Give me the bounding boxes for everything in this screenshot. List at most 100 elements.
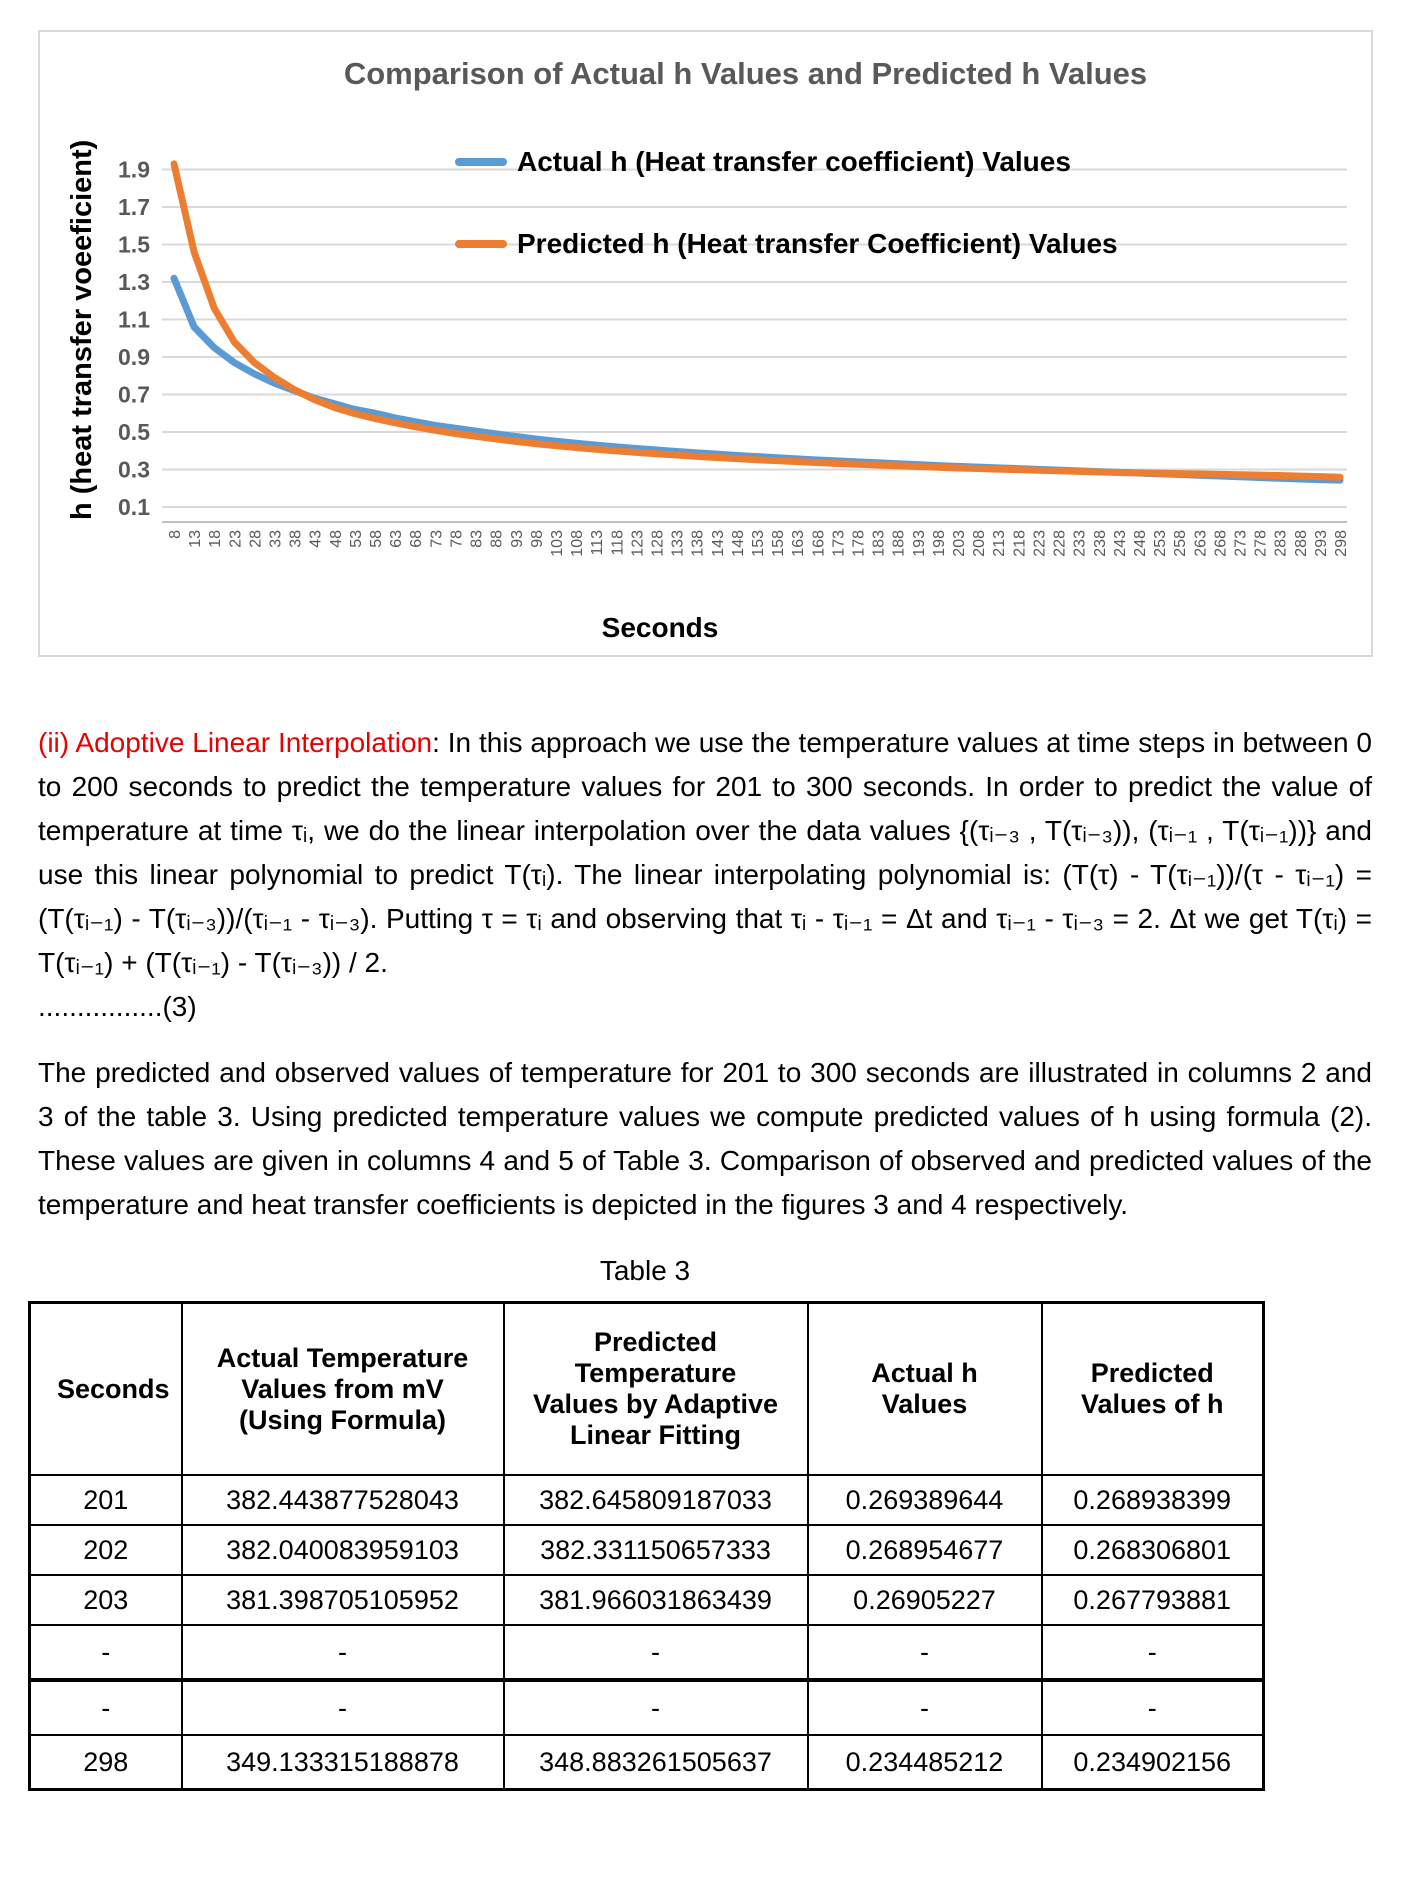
table-cell: 382.040083959103 <box>180 1524 505 1576</box>
y-tick-label: 0.9 <box>118 344 150 370</box>
table-cell: 0.234902156 <box>1040 1734 1265 1791</box>
table-cell: 0.267793881 <box>1040 1574 1265 1626</box>
paragraph-body: : In this approach we use the temperatur… <box>38 727 1372 978</box>
y-tick-label: 0.3 <box>118 457 150 483</box>
table-cell: - <box>180 1678 505 1736</box>
table-cell: - <box>806 1624 1043 1681</box>
x-tick-label: 43 <box>308 530 325 548</box>
header-seconds: Seconds <box>28 1301 183 1476</box>
y-tick-label: 1.3 <box>118 269 150 295</box>
x-tick-label: 208 <box>971 530 988 557</box>
table-cell: 382.331150657333 <box>502 1524 809 1576</box>
predicted-h-series-line <box>170 160 1344 481</box>
table-cell: - <box>1040 1624 1265 1681</box>
x-tick-label: 23 <box>227 530 244 548</box>
table-cell: 0.234485212 <box>806 1734 1043 1791</box>
table-cell: 381.966031863439 <box>502 1574 809 1626</box>
table-cell: 349.133315188878 <box>180 1734 505 1791</box>
x-tick-label: 18 <box>207 530 224 548</box>
section-heading-adoptive-linear-interpolation: (ii) Adoptive Linear Interpolation <box>38 727 433 758</box>
x-tick-label: 63 <box>388 530 405 548</box>
x-tick-label: 73 <box>428 530 445 548</box>
legend-label-actual-h: Actual h (Heat transfer coefficient) Val… <box>517 146 1071 177</box>
header-actual-temperature: Actual Temperature Values from mV (Using… <box>180 1301 505 1476</box>
x-tick-label: 183 <box>871 530 888 557</box>
table-3: Seconds Actual Temperature Values from m… <box>28 1301 1265 1791</box>
table-cell: - <box>28 1624 183 1681</box>
y-tick-label: 1.7 <box>118 194 150 220</box>
table-row-ellipsis: - - - - - <box>28 1624 1265 1681</box>
x-tick-label: 113 <box>589 530 606 556</box>
y-tick-label: 0.5 <box>118 419 150 445</box>
x-tick-label: 228 <box>1052 530 1069 557</box>
table-cell: 0.268938399 <box>1040 1474 1265 1526</box>
legend-label-predicted-h: Predicted h (Heat transfer Coefficient) … <box>517 228 1118 259</box>
table-row: 202 382.040083959103 382.331150657333 0.… <box>28 1524 1265 1576</box>
x-tick-label: 143 <box>710 530 727 557</box>
y-tick-label: 0.1 <box>118 494 150 520</box>
figure-comparison-h-values: Comparison of Actual h Values and Predic… <box>38 30 1373 657</box>
x-tick-label: 68 <box>408 530 425 548</box>
x-tick-label: 38 <box>288 530 305 548</box>
table-cell: 0.26905227 <box>806 1574 1043 1626</box>
table-cell: 381.398705105952 <box>180 1574 505 1626</box>
x-tick-label: 48 <box>328 530 345 548</box>
x-tick-label: 33 <box>268 530 285 548</box>
x-tick-label: 193 <box>911 530 928 557</box>
y-tick-label: 1.5 <box>118 232 150 258</box>
x-tick-label: 233 <box>1072 530 1089 557</box>
table-cell: - <box>28 1678 183 1736</box>
table-cell: 203 <box>28 1574 183 1626</box>
table-cell: 382.645809187033 <box>502 1474 809 1526</box>
table-row: 201 382.443877528043 382.645809187033 0.… <box>28 1474 1265 1526</box>
table-row: 203 381.398705105952 381.966031863439 0.… <box>28 1574 1265 1626</box>
x-tick-label: 78 <box>448 530 465 548</box>
x-tick-label: 28 <box>247 530 264 548</box>
x-tick-label: 93 <box>509 530 526 548</box>
x-tick-label: 248 <box>1132 530 1149 557</box>
table-cell: - <box>1040 1678 1265 1736</box>
paragraph-table-description: The predicted and observed values of tem… <box>38 1057 1372 1220</box>
table-cell: - <box>180 1624 505 1681</box>
x-tick-label: 123 <box>629 530 646 557</box>
x-tick-label: 53 <box>348 530 365 548</box>
table-row: 298 349.133315188878 348.883261505637 0.… <box>28 1734 1265 1791</box>
x-tick-label: 163 <box>790 530 807 557</box>
x-tick-label: 138 <box>690 530 707 557</box>
x-tick-label: 293 <box>1313 530 1330 557</box>
x-tick-label: 258 <box>1172 530 1189 557</box>
x-tick-label: 263 <box>1192 530 1209 557</box>
table-cell: - <box>806 1678 1043 1736</box>
x-tick-label: 253 <box>1152 530 1169 557</box>
x-tick-label: 283 <box>1273 530 1290 557</box>
x-tick-label: 268 <box>1212 530 1229 557</box>
x-tick-label: 128 <box>649 530 666 557</box>
x-tick-label: 168 <box>810 530 827 557</box>
table-cell: 382.443877528043 <box>180 1474 505 1526</box>
actual-h-series-line <box>170 274 1344 484</box>
x-tick-label: 198 <box>931 530 948 557</box>
table-cell: 0.268306801 <box>1040 1524 1265 1576</box>
x-tick-label: 8 <box>167 530 184 539</box>
x-tick-label: 108 <box>569 530 586 557</box>
legend-line-swatch-blue <box>455 158 507 166</box>
y-tick-label: 1.9 <box>118 157 150 183</box>
x-tick-label: 203 <box>951 530 968 557</box>
x-tick-label: 98 <box>529 530 546 548</box>
x-tick-label: 58 <box>368 530 385 548</box>
table-caption: Table 3 <box>599 1255 691 1286</box>
x-tick-label: 83 <box>469 530 486 548</box>
legend-item-predicted-h: Predicted h (Heat transfer Coefficient) … <box>455 228 1118 260</box>
table-cell: 0.269389644 <box>806 1474 1043 1526</box>
x-tick-label: 218 <box>1011 530 1028 557</box>
table-cell: 202 <box>28 1524 183 1576</box>
x-tick-label: 223 <box>1031 530 1048 557</box>
y-tick-label: 1.1 <box>118 307 150 333</box>
chart-plot-area: 0.10.30.50.70.91.11.31.51.71.98 13 18 23 28 3… <box>118 157 1350 557</box>
x-tick-label: 133 <box>670 530 687 557</box>
x-tick-label: 243 <box>1112 530 1129 557</box>
x-tick-label: 188 <box>891 530 908 557</box>
x-tick-label: 173 <box>830 530 847 557</box>
table-cell: 298 <box>28 1734 183 1791</box>
header-predicted-temperature: Predicted Temperature Values by Adaptive… <box>502 1301 809 1476</box>
